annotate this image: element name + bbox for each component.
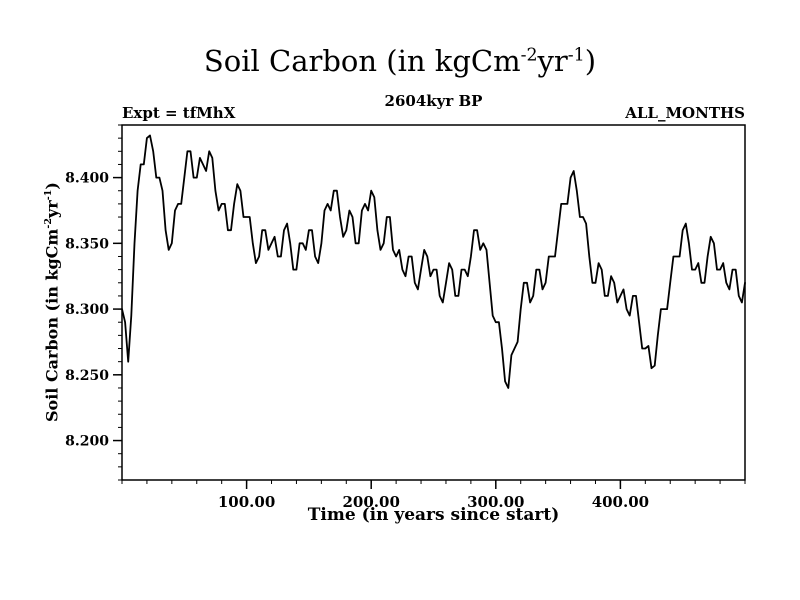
chart-title-text: yr <box>537 44 568 78</box>
months-label: ALL_MONTHS <box>625 104 745 122</box>
chart-title: Soil Carbon (in kgCm-2yr-1) <box>0 44 800 78</box>
chart-title-text: Soil Carbon (in kgCm <box>203 44 521 78</box>
chart-title-sup-exponent: -2 <box>520 45 538 66</box>
y-tick-label: 8.400 <box>65 171 109 187</box>
y-tick-label: 8.350 <box>65 236 109 252</box>
chart-title-text: ) <box>584 44 597 78</box>
y-axis-label-sup-exponent: -1 <box>43 189 55 201</box>
y-tick-label: 8.300 <box>65 302 109 318</box>
experiment-label: Expt = tfMhX <box>122 104 236 122</box>
y-axis-label-sup-exponent: -2 <box>43 217 55 229</box>
x-tick-label: 400.00 <box>592 493 649 511</box>
x-axis-label: Time (in years since start) <box>307 505 560 525</box>
y-axis-label: Soil Carbon (in kgCm-2yr-1) <box>43 182 62 422</box>
y-tick-label: 8.250 <box>65 368 109 384</box>
data-line <box>121 134 746 389</box>
x-tick-label: 200.00 <box>342 493 399 511</box>
chart-title-sup-exponent: -1 <box>567 45 585 66</box>
x-tick-label: 300.00 <box>467 493 524 511</box>
y-axis-label-text: yr <box>42 200 62 218</box>
y-tick-label: 8.200 <box>65 434 109 450</box>
plot-border <box>121 124 746 481</box>
x-tick-label: 100.00 <box>218 493 275 511</box>
y-axis-label-text: Soil Carbon (in kgCm <box>42 228 62 422</box>
y-axis-label-text: ) <box>42 182 62 190</box>
chart-subtitle: 2604kyr BP <box>384 92 483 110</box>
